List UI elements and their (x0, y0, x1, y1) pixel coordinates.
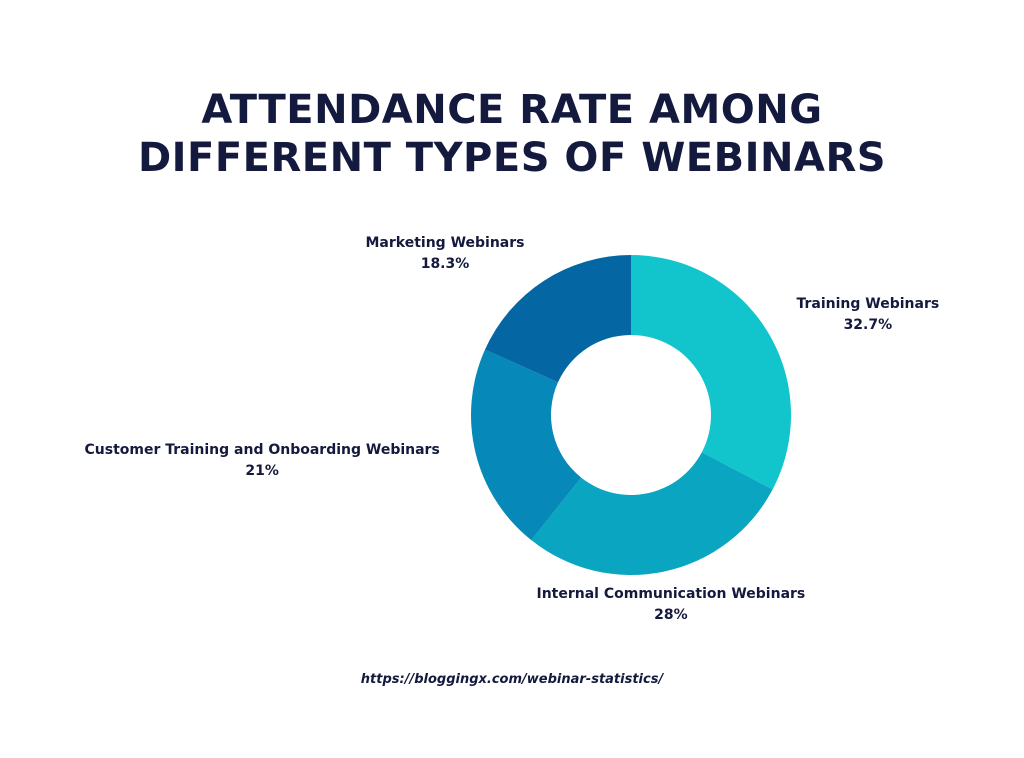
slice-value: 32.7% (843, 317, 893, 333)
slice-label-training-webinars: Training Webinars 32.7% (797, 294, 940, 336)
slice-name: Customer Training and Onboarding Webinar… (84, 442, 440, 458)
slice-name: Training Webinars (796, 296, 940, 312)
donut-slice-internal-communication (531, 452, 773, 576)
slice-value: 18.3% (420, 256, 470, 272)
donut-slice-customer-training-onboarding (471, 349, 582, 541)
slice-value: 28% (654, 607, 688, 623)
slice-label-internal-communication-webinars: Internal Communication Webinars 28% (537, 584, 806, 626)
slice-label-marketing-webinars: Marketing Webinars 18.3% (366, 233, 525, 275)
slice-name: Marketing Webinars (365, 235, 525, 251)
slice-name: Internal Communication Webinars (536, 586, 806, 602)
chart-title-line-2: DIFFERENT TYPES OF WEBINARS (137, 135, 887, 181)
slice-value: 21% (245, 463, 279, 479)
chart-title-line-1: ATTENDANCE RATE AMONG (201, 87, 823, 133)
donut-slice-training (631, 255, 791, 490)
slice-label-customer-training-onboarding-webinars: Customer Training and Onboarding Webinar… (85, 440, 440, 482)
source-url: https://bloggingx.com/webinar-statistics… (360, 672, 664, 687)
donut-slice-marketing (484, 255, 631, 383)
